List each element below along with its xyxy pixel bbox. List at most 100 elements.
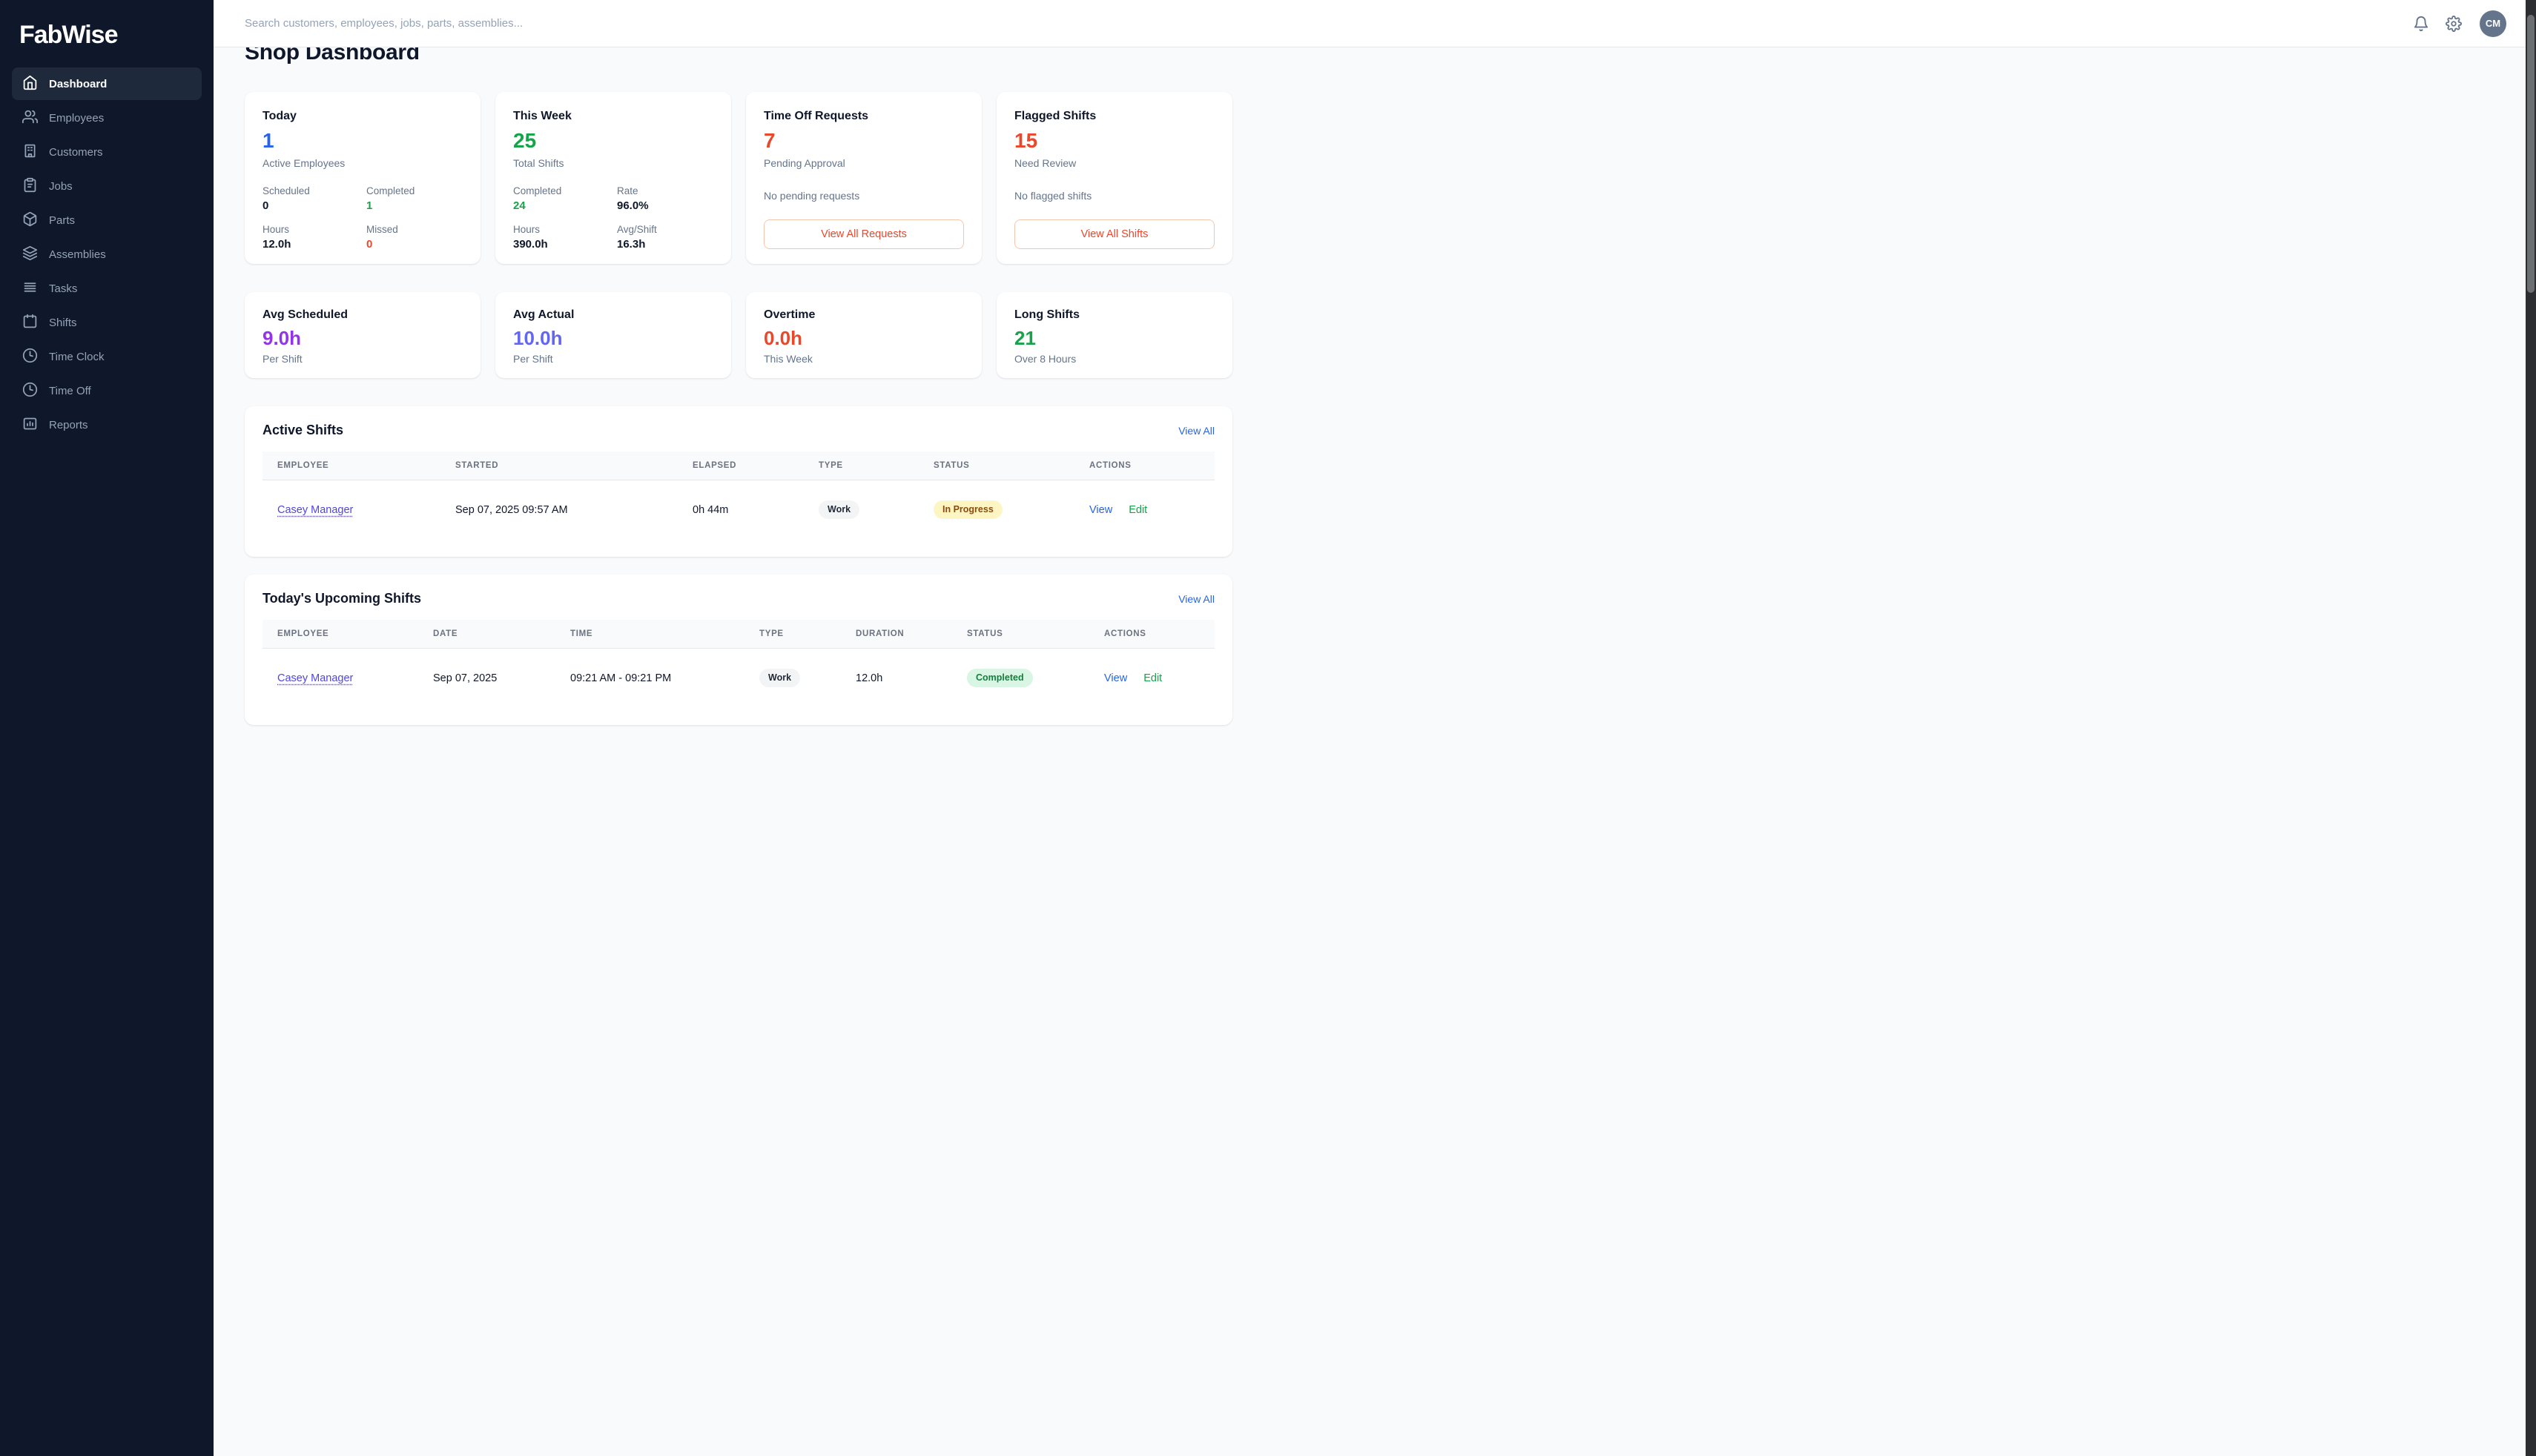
sidebar-nav: Dashboard Employees Customers Jobs Parts… [0,67,214,441]
col-status: STATUS [934,461,970,470]
clock-icon [22,348,38,366]
topbar: CM [214,0,2526,47]
sidebar-item-reports[interactable]: Reports [12,408,202,441]
flagged-empty-note: No flagged shifts [1014,190,1092,202]
main-content: Shop Dashboard Today 1 Active Employees … [214,40,1258,728]
employee-link[interactable]: Casey Manager [277,672,354,684]
panel-head: Active Shifts View All [262,423,1215,438]
stat-cards-row: Today 1 Active Employees Scheduled 0 Com… [245,92,1232,264]
sidebar-item-label: Tasks [49,282,78,295]
sidebar-item-label: Employees [49,111,105,125]
sidebar-item-label: Time Clock [49,350,105,363]
notifications-bell-icon[interactable] [2413,16,2429,32]
metric-label: Per Shift [262,353,303,365]
started-cell: Sep 07, 2025 09:57 AM [455,503,568,516]
elapsed-cell: 0h 44m [693,503,729,516]
stat-value: 12.0h [262,238,291,251]
card-time-off-requests: Time Off Requests 7 Pending Approval No … [746,92,982,264]
date-cell: Sep 07, 2025 [433,672,498,684]
edit-link[interactable]: Edit [1143,672,1163,684]
stat-label: Missed [366,224,398,235]
duration-cell: 12.0h [856,672,883,684]
sidebar-item-label: Reports [49,418,88,431]
col-employee: EMPLOYEE [277,461,329,470]
col-status: STATUS [967,629,1003,638]
sidebar-item-assemblies[interactable]: Assemblies [12,238,202,271]
bar-chart-icon [22,416,38,434]
stat-label: Rate [617,185,638,196]
sidebar-item-label: Jobs [49,179,73,193]
card-title: Flagged Shifts [1014,110,1097,122]
stat-value: 390.0h [513,238,548,251]
active-shifts-view-all-link[interactable]: View All [1178,424,1215,437]
metric-label: This Week [764,353,813,365]
metric-value: 9.0h [262,327,302,349]
col-started: STARTED [455,461,499,470]
brand-logo: FabWise [19,21,119,49]
list-icon [22,279,38,298]
stat-value: 24 [513,199,526,212]
sidebar-item-jobs[interactable]: Jobs [12,170,202,202]
card-today: Today 1 Active Employees Scheduled 0 Com… [245,92,481,264]
home-icon [22,75,38,93]
sidebar-item-employees[interactable]: Employees [12,102,202,134]
col-type: TYPE [819,461,843,470]
metric-cards-row: Avg Scheduled 9.0h Per Shift Avg Actual … [245,292,1232,378]
sidebar-item-tasks[interactable]: Tasks [12,272,202,305]
sidebar-item-label: Time Off [49,384,91,397]
col-employee: EMPLOYEE [277,629,329,638]
view-link[interactable]: View [1104,672,1128,684]
search-input[interactable] [243,16,2413,30]
stat-label: Hours [513,224,541,235]
stat-label: Completed [513,185,562,196]
edit-link[interactable]: Edit [1129,503,1148,516]
stat-label: Hours [262,224,290,235]
sidebar-item-dashboard[interactable]: Dashboard [12,67,202,100]
table-header-row: EMPLOYEE STARTED ELAPSED TYPE STATUS ACT… [262,451,1215,480]
view-link[interactable]: View [1089,503,1113,516]
flagged-value: 15 [1014,129,1038,152]
col-date: DATE [433,629,458,638]
flagged-label: Need Review [1014,157,1077,169]
active-shifts-panel: Active Shifts View All EMPLOYEE STARTED … [245,406,1232,557]
card-flagged-shifts: Flagged Shifts 15 Need Review No flagged… [997,92,1232,264]
col-actions: ACTIONS [1104,629,1146,638]
scrollbar-track[interactable] [2526,0,2536,1456]
stat-value: 1 [366,199,373,212]
box-icon [22,211,38,230]
card-title: Long Shifts [1014,308,1080,321]
table-row: Casey Manager Sep 07, 2025 09:57 AM 0h 4… [262,480,1215,539]
calendar-icon [22,314,38,332]
stat-value: 0 [262,199,269,212]
scrollbar-thumb[interactable] [2527,15,2535,293]
avatar[interactable]: CM [2480,10,2506,37]
row-actions: View Edit [1089,504,1215,516]
sidebar-item-label: Customers [49,145,103,159]
time-off-label: Pending Approval [764,157,845,169]
card-overtime: Overtime 0.0h This Week [746,292,982,378]
sidebar-item-customers[interactable]: Customers [12,136,202,168]
sidebar-item-parts[interactable]: Parts [12,204,202,236]
card-title: Time Off Requests [764,110,869,122]
stat-label: Completed [366,185,415,196]
employee-link[interactable]: Casey Manager [277,503,354,516]
active-shifts-title: Active Shifts [262,423,344,437]
sidebar-item-time-clock[interactable]: Time Clock [12,340,202,373]
view-all-shifts-button[interactable]: View All Shifts [1014,219,1215,249]
settings-gear-icon[interactable] [2446,15,2462,32]
sidebar-item-time-off[interactable]: Time Off [12,374,202,407]
clock-icon [22,382,38,400]
today-value: 1 [262,129,274,152]
view-all-requests-button[interactable]: View All Requests [764,219,964,249]
sidebar-item-shifts[interactable]: Shifts [12,306,202,339]
clipboard-icon [22,177,38,196]
metric-label: Per Shift [513,353,553,365]
col-duration: DURATION [856,629,905,638]
topbar-actions: CM [2413,10,2506,37]
table-row: Casey Manager Sep 07, 2025 09:21 AM - 09… [262,649,1215,707]
sidebar-item-label: Shifts [49,316,77,329]
col-type: TYPE [759,629,784,638]
upcoming-shifts-view-all-link[interactable]: View All [1178,592,1215,605]
metric-value: 21 [1014,327,1036,349]
card-this-week: This Week 25 Total Shifts Completed 24 R… [495,92,731,264]
